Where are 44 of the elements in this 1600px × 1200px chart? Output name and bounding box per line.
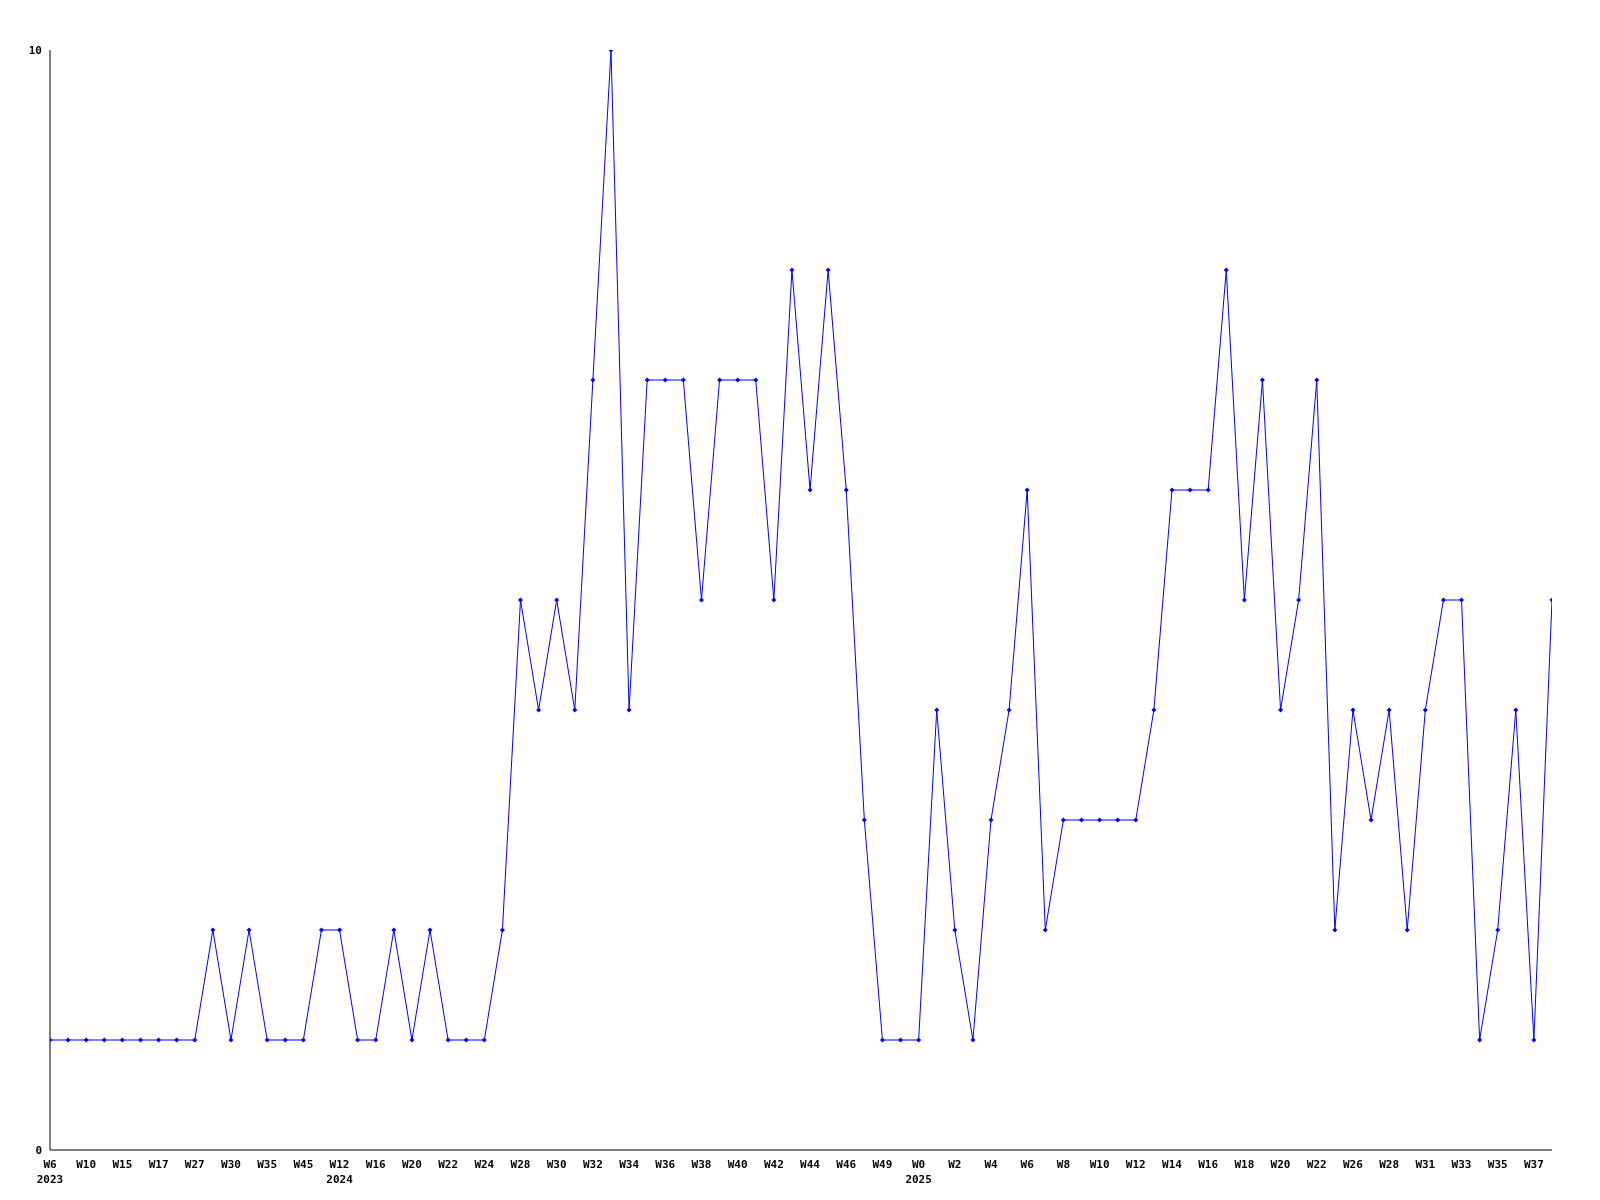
x-tick-label: W27 <box>184 1158 205 1171</box>
x-tick-label: W6 2023 <box>36 1158 64 1186</box>
x-tick-label: W28 <box>510 1158 531 1171</box>
x-tick-label: W42 <box>763 1158 784 1171</box>
x-tick-label: W20 <box>401 1158 422 1171</box>
x-tick-label: W37 <box>1523 1158 1544 1171</box>
x-tick-label: W10 <box>76 1158 97 1171</box>
y-tick-label: 10 <box>28 43 42 57</box>
y-tick-label: 0 <box>35 1143 42 1157</box>
x-tick-label: W36 <box>655 1158 676 1171</box>
x-tick-label: W8 <box>1056 1158 1071 1171</box>
x-tick-label: W45 <box>293 1158 314 1171</box>
x-tick-label: W34 <box>619 1158 640 1171</box>
x-tick-label: W44 <box>800 1158 821 1171</box>
x-tick-label: W30 <box>546 1158 567 1171</box>
x-tick-label: W33 <box>1451 1158 1472 1171</box>
x-tick-label: W20 <box>1270 1158 1291 1171</box>
x-tick-label: W28 <box>1379 1158 1400 1171</box>
x-tick-label: W22 <box>438 1158 459 1171</box>
x-tick-label: W14 <box>1162 1158 1183 1171</box>
x-tick-label: W4 <box>984 1158 999 1171</box>
x-tick-label: W12 2024 <box>326 1158 354 1186</box>
x-tick-label: W38 <box>691 1158 712 1171</box>
x-tick-label: W26 <box>1343 1158 1364 1171</box>
x-tick-label: W40 <box>727 1158 748 1171</box>
x-tick-label: W16 <box>1198 1158 1219 1171</box>
x-tick-label: W49 <box>872 1158 893 1171</box>
x-tick-label: W10 <box>1089 1158 1110 1171</box>
x-tick-label: W24 <box>474 1158 495 1171</box>
x-tick-label: W16 <box>365 1158 387 1171</box>
x-tick-label: W30 <box>221 1158 241 1171</box>
x-tick-label: W17 <box>148 1158 169 1171</box>
x-tick-label: W2 <box>948 1158 962 1171</box>
x-tick-label: W32 <box>582 1158 603 1171</box>
x-tick-label: W22 <box>1306 1158 1327 1171</box>
x-tick-label: W18 <box>1234 1158 1255 1171</box>
x-tick-label: W0 2025 <box>905 1158 932 1186</box>
x-tick-label: W15 <box>112 1158 133 1171</box>
x-tick-label: W31 <box>1415 1158 1436 1171</box>
x-tick-label: W35 <box>1487 1158 1508 1171</box>
x-tick-label: W46 <box>836 1158 857 1171</box>
x-tick-label: W35 <box>257 1158 278 1171</box>
x-tick-label: W6 <box>1020 1158 1035 1171</box>
x-tick-label: W12 <box>1125 1158 1146 1171</box>
